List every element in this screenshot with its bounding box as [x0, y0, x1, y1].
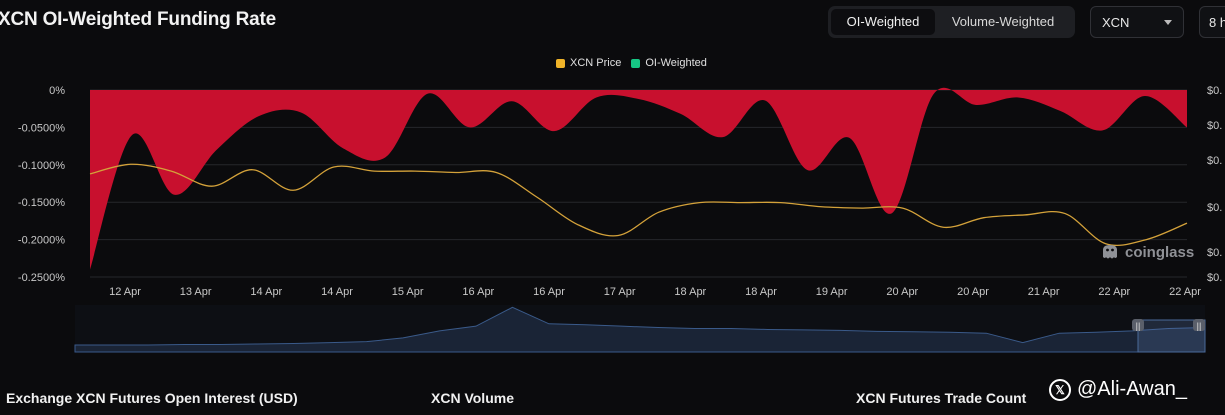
x-tick-label: 21 Apr: [1028, 286, 1060, 298]
x-tick-label: 17 Apr: [604, 286, 636, 298]
y-tick-label-right: $0.: [1207, 155, 1222, 167]
navigator-handle-left-glyph: ||: [1136, 321, 1141, 331]
y-tick-label-right: $0.: [1207, 202, 1222, 214]
legend-label-oi-weighted: OI-Weighted: [645, 57, 707, 69]
interval-select-value: 8 h: [1209, 14, 1225, 30]
y-tick-label-left: -0.1500%: [18, 197, 65, 209]
y-tick-label-left: 0%: [49, 85, 65, 97]
x-tick-label: 16 Apr: [462, 286, 494, 298]
watermark-text: @Ali-Awan_: [1077, 378, 1187, 400]
interval-select[interactable]: 8 h: [1199, 6, 1225, 38]
navigator-handle-left[interactable]: [1132, 319, 1144, 331]
x-tick-label: 14 Apr: [321, 286, 353, 298]
navigator-handle-right-glyph: ||: [1197, 321, 1202, 331]
x-tick-label: 18 Apr: [745, 286, 777, 298]
symbol-select[interactable]: XCN: [1090, 6, 1184, 38]
x-tick-label: 14 Apr: [250, 286, 282, 298]
y-tick-label-right: $0.: [1207, 272, 1222, 284]
oi-weighted-tab[interactable]: OI-Weighted: [831, 9, 935, 35]
x-tick-label: 13 Apr: [180, 286, 212, 298]
x-tick-label: 12 Apr: [109, 286, 141, 298]
coinglass-brand-text: coinglass: [1125, 243, 1195, 261]
navigator-series: [74, 306, 1206, 353]
funding-rate-area: [90, 87, 1187, 270]
x-tick-label: 20 Apr: [957, 286, 989, 298]
legend-swatch-oi-weighted: [631, 58, 641, 68]
x-tick-label: 16 Apr: [533, 286, 565, 298]
x-tick-label: 19 Apr: [816, 286, 848, 298]
navigator-handle-right[interactable]: [1193, 319, 1205, 331]
page-title: XCN OI-Weighted Funding Rate: [0, 9, 276, 30]
volume-chart-title: XCN Volume: [431, 390, 514, 406]
y-tick-label-right: $0.: [1207, 85, 1222, 97]
coinglass-logo: coinglass: [1100, 242, 1194, 262]
x-tick-label: 22 Apr: [1098, 286, 1130, 298]
y-tick-label-left: -0.2500%: [18, 272, 65, 284]
coinglass-icon: [1103, 245, 1117, 259]
trade-count-chart-title: XCN Futures Trade Count: [856, 390, 1027, 406]
caret-down-icon: [1164, 19, 1172, 25]
author-watermark: 𝕏 @Ali-Awan_: [1049, 378, 1187, 401]
x-tick-label: 20 Apr: [886, 286, 918, 298]
x-tick-label: 15 Apr: [392, 286, 424, 298]
legend-label-price: XCN Price: [570, 57, 622, 69]
y-tick-label-right: $0.: [1207, 120, 1222, 132]
y-tick-label-left: -0.2000%: [18, 235, 65, 247]
legend-item-price[interactable]: XCN Price: [556, 57, 621, 69]
x-tick-label: 18 Apr: [674, 286, 706, 298]
chart-legend: XCN Price OI-Weighted: [556, 57, 707, 69]
legend-item-oi-weighted[interactable]: OI-Weighted: [631, 57, 707, 69]
weighting-toggle: OI-Weighted Volume-Weighted: [828, 6, 1075, 38]
oi-chart-title: Exchange XCN Futures Open Interest (USD): [6, 390, 298, 406]
x-tick-label: 22 Apr: [1169, 286, 1201, 298]
y-tick-label-right: $0.: [1207, 247, 1222, 259]
legend-swatch-price: [556, 58, 565, 68]
y-tick-label-left: -0.1000%: [18, 160, 65, 172]
y-tick-label-left: -0.0500%: [18, 122, 65, 134]
symbol-select-value: XCN: [1102, 14, 1130, 30]
price-line: [89, 163, 1188, 247]
x-logo-icon: 𝕏: [1049, 378, 1071, 401]
volume-weighted-tab[interactable]: Volume-Weighted: [951, 14, 1055, 29]
